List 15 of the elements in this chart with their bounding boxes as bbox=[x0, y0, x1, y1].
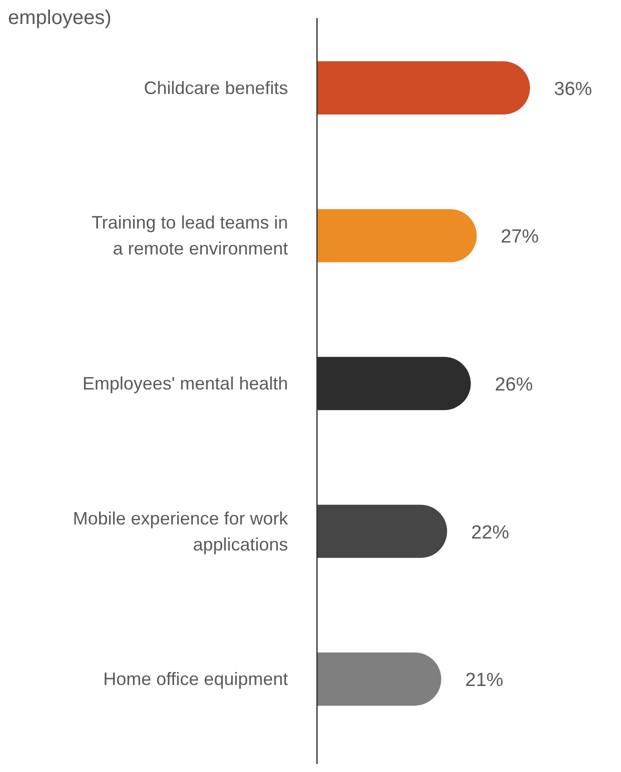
y-tick-label: Home office equipment bbox=[103, 669, 288, 690]
data-label: 21% bbox=[465, 670, 504, 692]
bar bbox=[317, 652, 442, 706]
bar bbox=[317, 504, 448, 558]
y-tick-label: Mobile experience for work applications bbox=[72, 508, 289, 554]
data-label: 26% bbox=[494, 374, 533, 396]
y-tick-label: Childcare benefits bbox=[144, 78, 288, 98]
data-label: 22% bbox=[471, 522, 510, 544]
bar bbox=[317, 209, 477, 262]
text: employees) bbox=[8, 7, 112, 29]
y-tick-label: Training to lead teams in a remote environment bbox=[92, 212, 288, 259]
bar bbox=[317, 61, 530, 115]
data-label: 36% bbox=[554, 78, 592, 100]
y-tick-label: Employees' mental health bbox=[82, 374, 288, 394]
data-label: 27% bbox=[500, 226, 539, 248]
